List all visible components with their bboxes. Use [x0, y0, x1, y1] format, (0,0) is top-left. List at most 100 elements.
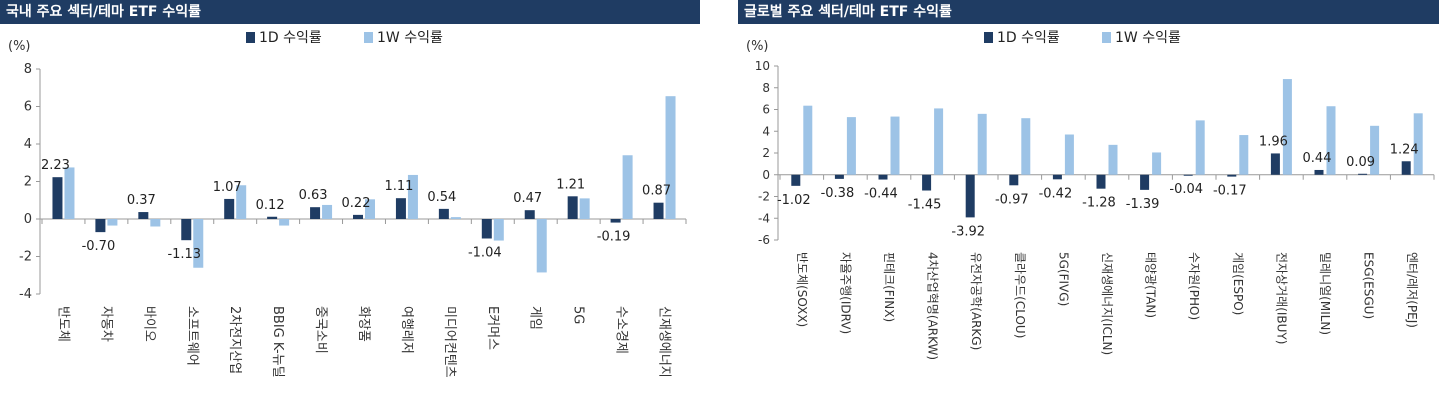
bar-1d: [567, 196, 578, 219]
data-label: 1.24: [1390, 142, 1419, 157]
bar-1w: [977, 113, 987, 175]
bar-1w: [150, 219, 161, 227]
bar-1d: [1140, 174, 1150, 190]
data-label: 0.87: [642, 184, 671, 199]
category-label: 2차전지산업: [227, 306, 242, 374]
y-tick-label: 2: [762, 146, 770, 160]
bar-1w: [1282, 79, 1292, 175]
y-tick-label: 6: [24, 100, 32, 115]
category-label: 화장품: [356, 306, 371, 342]
category-label: 여행레저: [399, 306, 415, 354]
data-label: 0.44: [1303, 151, 1332, 166]
y-tick-label: 2: [24, 175, 32, 190]
bar-1w: [107, 219, 118, 226]
bar-1w: [1152, 152, 1162, 175]
legend-label: 1W 수익률: [1115, 30, 1181, 46]
category-label: 핀테크(FINX): [882, 252, 896, 322]
bar-1d: [52, 177, 63, 219]
bar-1d: [1183, 174, 1193, 176]
bar-1d: [524, 210, 535, 219]
data-label: 0.47: [513, 191, 542, 206]
data-label: -0.97: [995, 192, 1029, 207]
bar-1w: [665, 96, 676, 219]
y-axis-unit-label: (%): [8, 39, 31, 54]
legend-swatch: [246, 32, 255, 43]
data-label: 1.11: [384, 179, 413, 194]
category-label: E커머스: [485, 306, 500, 350]
domestic-etf-bar-chart: (%) 1D 수익률 1W 수익률 -4 -2 0 2 4 6 8 2.23 반도체 -0.70 자동차 0…: [8, 30, 687, 378]
data-label: -0.44: [864, 187, 898, 202]
category-label: 미디어컨텐츠: [442, 306, 457, 378]
data-label: -0.04: [1169, 182, 1203, 197]
category-label: 소프트웨어: [184, 306, 199, 366]
data-label: 0.37: [127, 193, 156, 208]
bar-1d: [267, 216, 278, 219]
data-label: -1.13: [167, 247, 201, 262]
bar-1d: [310, 207, 321, 219]
bar-1d: [965, 174, 975, 218]
category-label: 4차산업혁명(ARKW): [926, 252, 940, 360]
category-label: BBIG K-뉴딜: [270, 306, 285, 378]
category-label: 중국소비: [313, 306, 328, 354]
y-tick-label: 10: [755, 59, 770, 73]
bar-1d: [922, 174, 932, 191]
global-etf-bar-chart: (%) 1D 수익률 1W 수익률 -6 -4 -2 0 2 4 6 8 10 -1.02 반도체(SOX…: [746, 30, 1435, 360]
legend-label: 1W 수익률: [377, 30, 443, 46]
y-tick-label: 6: [762, 103, 770, 117]
bar-1d: [1052, 174, 1062, 180]
y-tick-label: 4: [762, 124, 770, 138]
data-label: -3.92: [951, 224, 985, 239]
data-label: -0.70: [82, 239, 116, 254]
legend-label: 1D 수익률: [997, 30, 1060, 46]
y-tick-label: -6: [758, 233, 770, 247]
bar-1d: [353, 214, 363, 219]
bar-1d: [181, 219, 192, 241]
bar-1w: [1326, 106, 1336, 175]
bar-1d: [1227, 174, 1237, 177]
bar-1d: [610, 219, 621, 223]
y-tick-label: 0: [24, 212, 32, 227]
chart-title: 국내 주요 섹터/테마 ETF 수익률: [0, 0, 700, 24]
global-etf-chart-panel: 글로벌 주요 섹터/테마 ETF 수익률 (%) 1D 수익률 1W 수익률 -6 -4…: [738, 0, 1439, 405]
category-label: 전자상거래(IBUY): [1274, 252, 1288, 344]
legend-swatch: [364, 32, 373, 43]
bar-1w: [236, 185, 247, 219]
category-label: 수소경제: [614, 306, 629, 354]
category-label: 게임: [528, 306, 543, 330]
category-label: 태양광(TAN): [1144, 252, 1158, 318]
bar-1w: [365, 199, 375, 219]
data-label: 1.21: [556, 177, 585, 192]
bar-1w: [64, 167, 75, 219]
y-tick-label: 4: [24, 137, 32, 152]
data-label: 0.54: [427, 190, 456, 205]
data-label: -1.04: [468, 246, 502, 261]
bar-1d: [438, 208, 449, 219]
bar-1d: [395, 198, 406, 219]
y-tick-label: -4: [19, 287, 32, 302]
bar-1w: [322, 204, 333, 219]
category-label: 게임(ESPO): [1231, 252, 1245, 315]
data-label: 0.22: [342, 196, 371, 211]
bar-1w: [1021, 118, 1031, 175]
category-label: 5G(FIVG): [1056, 252, 1070, 306]
legend-swatch: [1102, 32, 1111, 43]
category-label: 바이오: [141, 306, 156, 342]
data-label: -1.45: [908, 198, 942, 213]
category-label: 신재생에너지(ICLN): [1100, 252, 1114, 355]
bar-1w: [1370, 125, 1380, 175]
bar-1d: [1096, 174, 1106, 189]
category-label: 반도체(SOXX): [795, 252, 809, 327]
bar-1w: [193, 219, 204, 268]
category-label: 자동차: [98, 306, 113, 342]
bar-1d: [791, 174, 801, 186]
category-label: 엔터/레저(PEJ): [1405, 252, 1419, 328]
bar-1d: [1358, 173, 1368, 175]
bar-1d: [834, 174, 844, 179]
y-tick-label: 8: [762, 81, 770, 95]
category-label: 자율주행(IDRV): [838, 252, 853, 334]
category-label: ESG(ESGU): [1362, 252, 1376, 319]
category-label: 5G: [571, 306, 586, 324]
bar-1d: [95, 219, 106, 233]
data-label: -1.28: [1082, 196, 1116, 211]
y-tick-label: -4: [758, 211, 770, 225]
